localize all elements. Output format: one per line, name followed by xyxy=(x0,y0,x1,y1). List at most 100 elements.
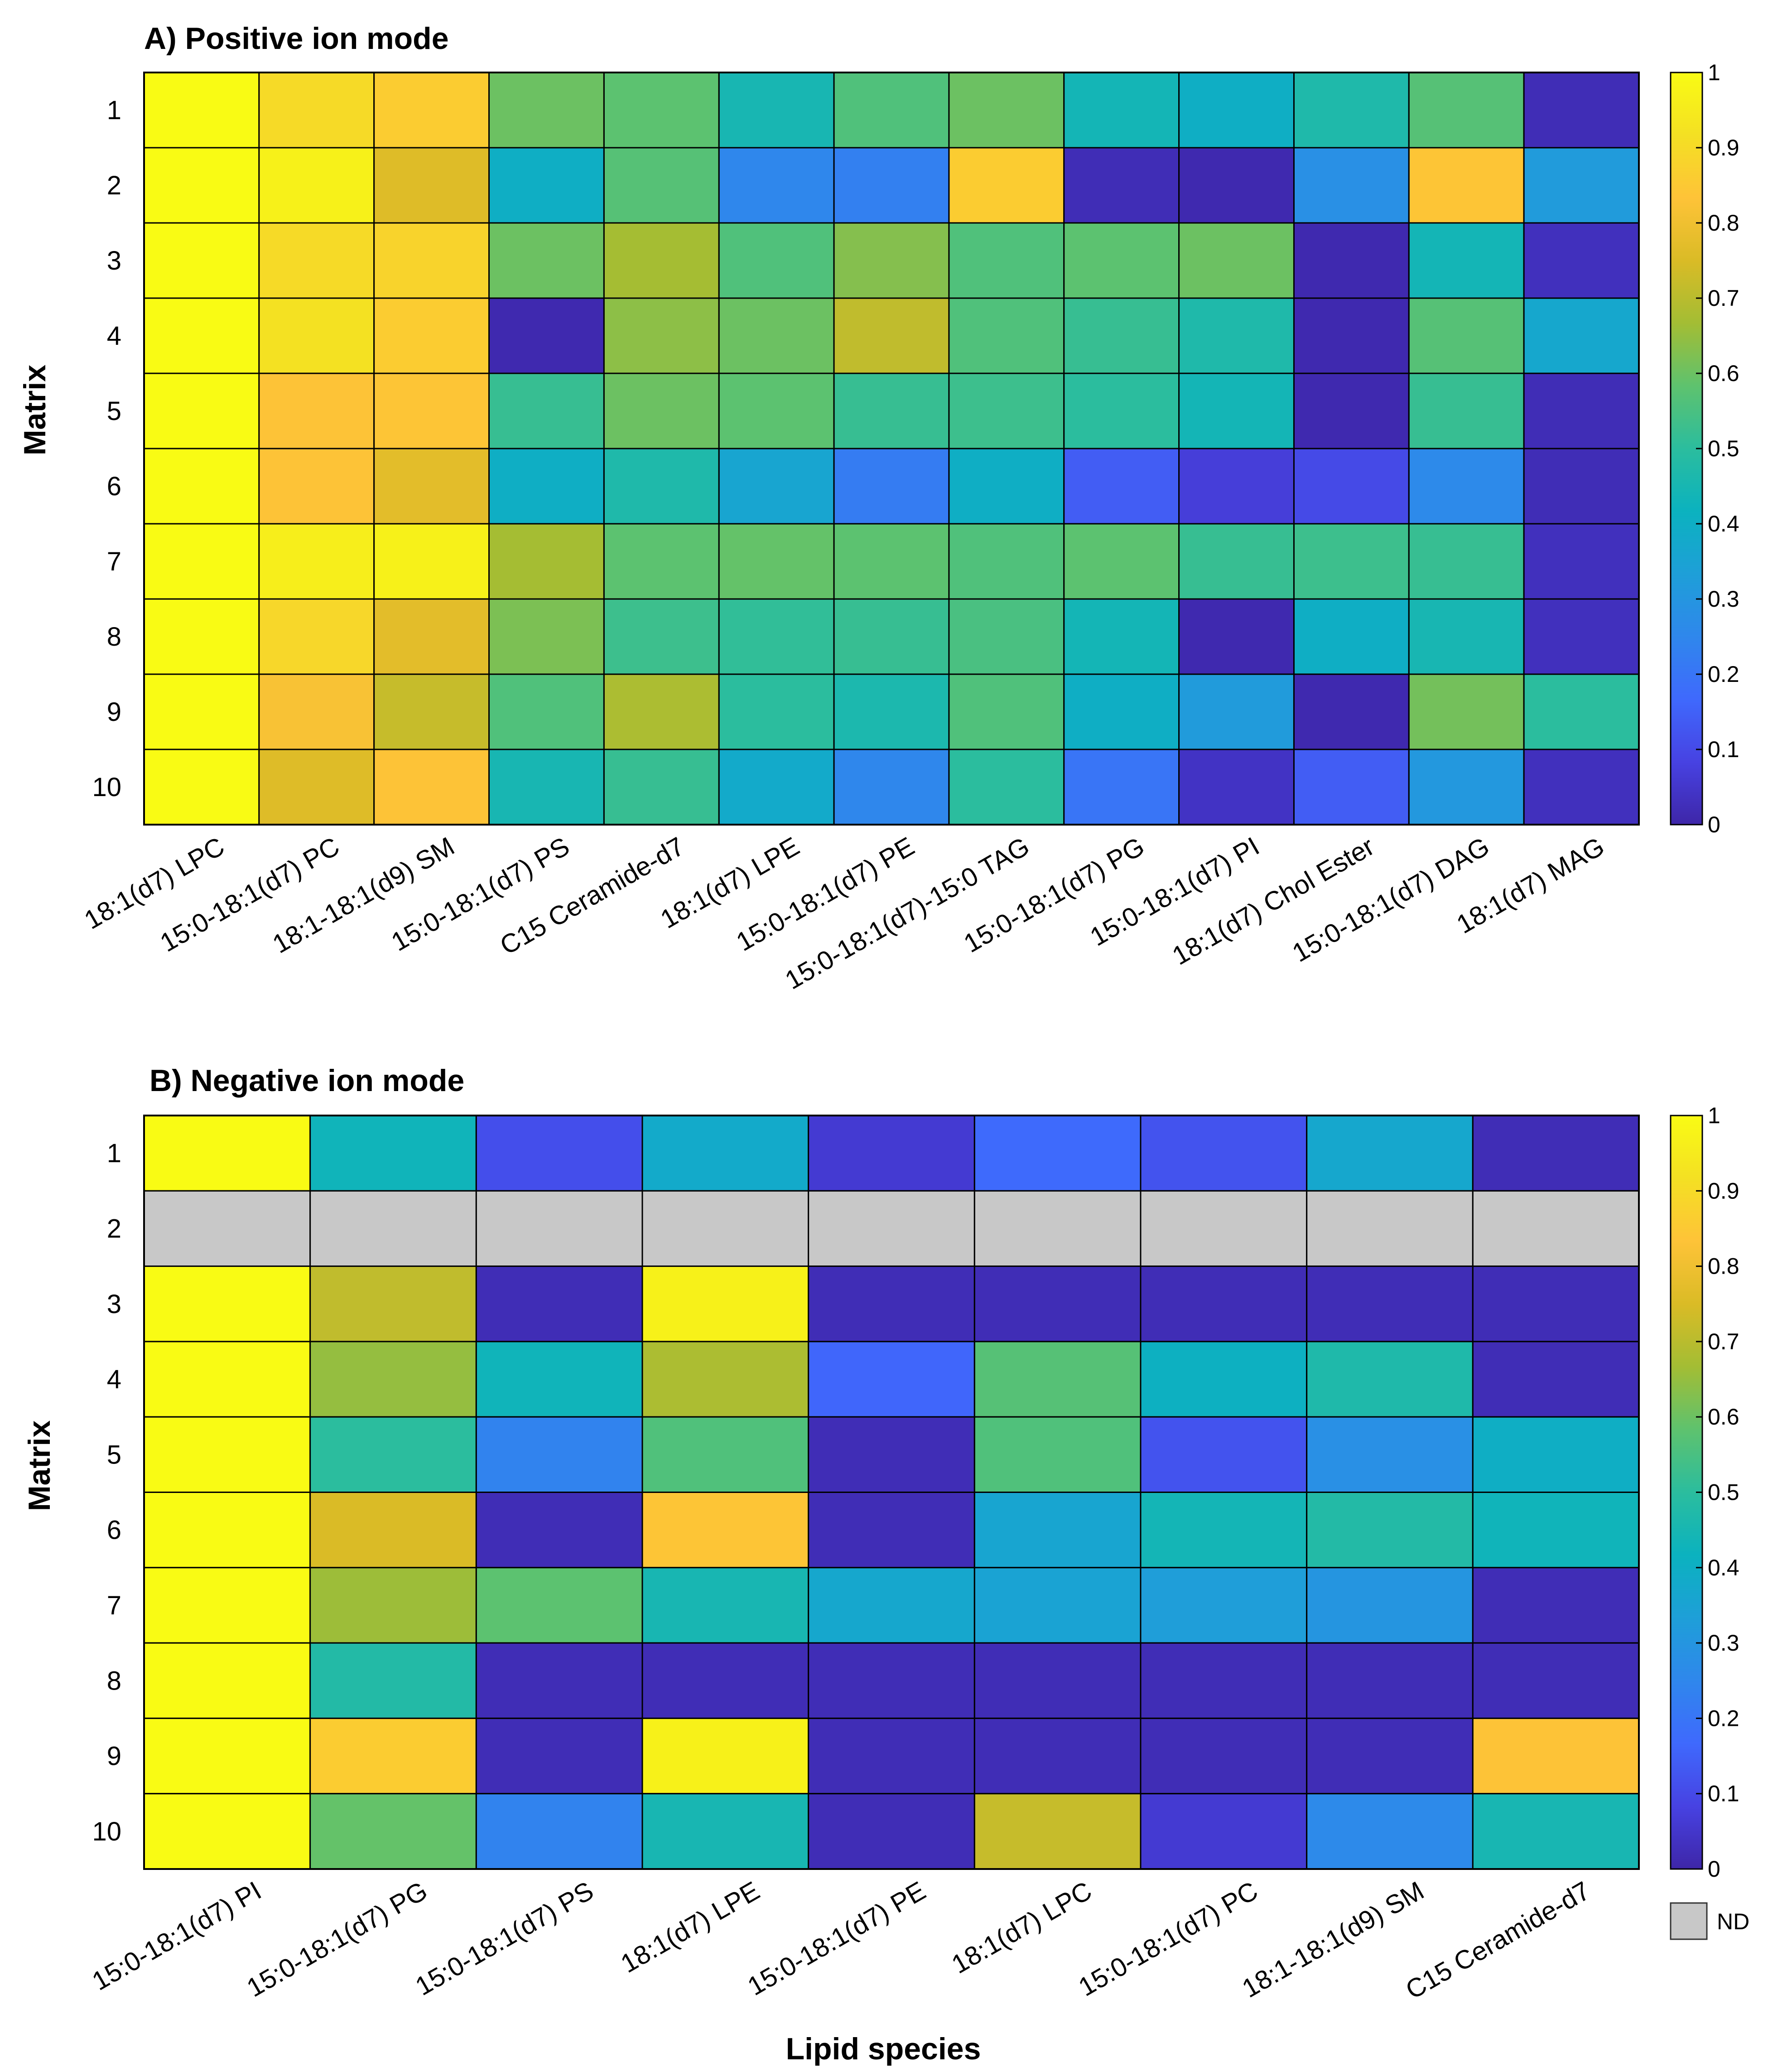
heatmap-cell xyxy=(143,1341,311,1418)
heatmap-cell xyxy=(1293,448,1410,525)
heatmap-cell xyxy=(1178,372,1295,449)
heatmap-cell xyxy=(373,147,490,224)
heatmap-cell xyxy=(1178,448,1295,525)
heatmap-cell xyxy=(1408,147,1525,224)
heatmap-cell xyxy=(1293,598,1410,675)
heatmap-cell xyxy=(833,72,950,149)
heatmap-cell xyxy=(143,1190,311,1267)
heatmap-cell xyxy=(603,147,720,224)
colorbar-tick-label: 0.3 xyxy=(1708,1630,1739,1656)
colorbar-tick-label: 0.1 xyxy=(1708,1781,1739,1806)
heatmap-cell xyxy=(258,372,375,449)
heatmap-cell xyxy=(808,1115,975,1192)
heatmap-cell xyxy=(143,72,260,149)
heatmap-cell xyxy=(143,749,260,826)
heatmap-cell xyxy=(1472,1115,1640,1192)
row-tick-label: 1 xyxy=(107,96,121,125)
heatmap-cell xyxy=(1523,147,1640,224)
row-tick-label: 9 xyxy=(107,1742,121,1771)
heatmap-cell xyxy=(833,749,950,826)
heatmap-cell xyxy=(1306,1190,1474,1267)
colorbar-tick-label: 0.4 xyxy=(1708,511,1739,536)
heatmap-cell xyxy=(475,1567,643,1644)
colorbar-tick-label: 0.2 xyxy=(1708,662,1739,687)
heatmap-cell xyxy=(948,72,1065,149)
heatmap-cell xyxy=(143,1567,311,1644)
heatmap-cell xyxy=(973,1717,1142,1795)
heatmap-cell xyxy=(373,749,490,826)
heatmap-cell xyxy=(1063,72,1180,149)
row-tick-label: 2 xyxy=(107,171,121,200)
heatmap-cell xyxy=(373,372,490,449)
heatmap-cell xyxy=(488,523,605,600)
row-tick-label: 5 xyxy=(107,1440,121,1469)
heatmap-cell xyxy=(603,72,720,149)
heatmap-cell xyxy=(973,1416,1142,1493)
heatmap-cell xyxy=(718,749,835,826)
heatmap-cell xyxy=(475,1492,643,1569)
heatmap-cell xyxy=(603,523,720,600)
row-tick-label: 1 xyxy=(107,1139,121,1168)
colorbar-tick-label: 0.4 xyxy=(1708,1555,1739,1580)
colorbar-tick-label: 0.5 xyxy=(1708,1480,1739,1505)
panel-b-cells xyxy=(143,1115,1640,1870)
heatmap-cell xyxy=(1063,448,1180,525)
heatmap-cell xyxy=(1178,147,1295,224)
heatmap-cell xyxy=(1293,523,1410,600)
heatmap-cell xyxy=(1063,749,1180,826)
heatmap-cell xyxy=(143,1492,311,1569)
heatmap-cell xyxy=(488,598,605,675)
heatmap-cell xyxy=(603,448,720,525)
heatmap-cell xyxy=(309,1416,477,1493)
panel-b-title: B) Negative ion mode xyxy=(149,1063,464,1098)
heatmap-cell xyxy=(603,673,720,750)
heatmap-cell xyxy=(1523,598,1640,675)
heatmap-cell xyxy=(808,1265,975,1343)
heatmap-cell xyxy=(309,1190,477,1267)
heatmap-cell xyxy=(1293,147,1410,224)
heatmap-cell xyxy=(641,1416,809,1493)
panel-a-ylabel: Matrix xyxy=(18,365,52,455)
heatmap-cell xyxy=(641,1190,809,1267)
heatmap-cell xyxy=(143,147,260,224)
heatmap-cell xyxy=(1140,1416,1308,1493)
heatmap-cell xyxy=(1140,1492,1308,1569)
column-tick-label: 15:0-18:1(d7) PI xyxy=(87,1876,266,1996)
heatmap-cell xyxy=(1178,749,1295,826)
heatmap-cell xyxy=(373,598,490,675)
colorbar-tick-label: 0.6 xyxy=(1708,361,1739,386)
heatmap-cell xyxy=(1178,297,1295,374)
row-tick-label: 6 xyxy=(107,472,121,501)
heatmap-cell xyxy=(143,372,260,449)
column-tick-label: 15:0-18:1(d7) PC xyxy=(1074,1876,1263,2002)
heatmap-cell xyxy=(1408,598,1525,675)
column-tick-label: C15 Ceramide-d7 xyxy=(495,831,689,961)
heatmap-cell xyxy=(1178,673,1295,750)
heatmap-cell xyxy=(1063,523,1180,600)
heatmap-cell xyxy=(373,523,490,600)
colorbar-tick-label: 0.8 xyxy=(1708,1254,1739,1279)
heatmap-cell xyxy=(475,1265,643,1343)
heatmap-cell xyxy=(488,222,605,299)
heatmap-cell xyxy=(1178,222,1295,299)
heatmap-cell xyxy=(641,1567,809,1644)
heatmap-cell xyxy=(641,1793,809,1870)
row-tick-label: 2 xyxy=(107,1214,121,1243)
heatmap-cell xyxy=(808,1341,975,1418)
heatmap-cell xyxy=(948,147,1065,224)
heatmap-cell xyxy=(1523,222,1640,299)
heatmap-cell xyxy=(1306,1265,1474,1343)
heatmap-cell xyxy=(1472,1642,1640,1719)
heatmap-cell xyxy=(143,1642,311,1719)
heatmap-cell xyxy=(603,749,720,826)
heatmap-cell xyxy=(1472,1492,1640,1569)
heatmap-cell xyxy=(641,1115,809,1192)
heatmap-cell xyxy=(641,1265,809,1343)
row-tick-label: 6 xyxy=(107,1516,121,1545)
heatmap-cell xyxy=(1178,598,1295,675)
row-tick-label: 7 xyxy=(107,547,121,576)
row-tick-label: 8 xyxy=(107,622,121,652)
column-tick-label: 18:1(d7) LPC xyxy=(947,1876,1097,1980)
heatmap-cell xyxy=(1523,523,1640,600)
